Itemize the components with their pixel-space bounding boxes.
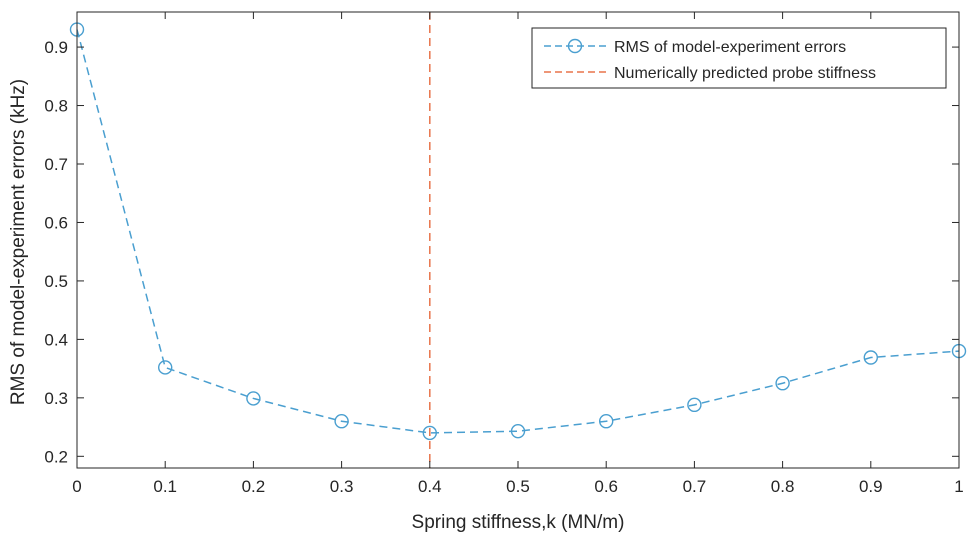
- data-point: [422, 425, 437, 441]
- x-tick-label: 0.1: [153, 477, 177, 496]
- data-point: [157, 360, 173, 375]
- x-tick-label: 1: [954, 477, 963, 496]
- y-tick-label: 0.5: [44, 272, 68, 291]
- x-tick-label: 0.7: [683, 477, 707, 496]
- x-tick-label: 0: [72, 477, 81, 496]
- x-tick-label: 0.3: [330, 477, 354, 496]
- data-point: [510, 423, 526, 439]
- legend-series-marker-sample: [567, 38, 583, 54]
- x-axis-title: Spring stiffness,k (MN/m): [412, 512, 625, 533]
- legend-series-label: RMS of model-experiment errors: [614, 39, 846, 56]
- x-tick-label: 0.5: [506, 477, 530, 496]
- legend: RMS of model-experiment errors Numerical…: [531, 27, 947, 89]
- plot-content: [69, 12, 967, 468]
- y-tick-label: 0.9: [44, 38, 68, 57]
- y-tick-label: 0.6: [44, 213, 68, 232]
- tick-labels: 0 0.1 0.2 0.3 0.4 0.5 0.6 0.7 0.8 0.9 1 0.2 0.3 0.4 0.…: [44, 38, 963, 496]
- y-axis-title: RMS of model-experiment errors (kHz): [8, 79, 29, 405]
- data-point: [863, 350, 878, 365]
- axes: [76, 11, 960, 469]
- y-tick-label: 0.3: [44, 389, 68, 408]
- x-tick-label: 0.2: [242, 477, 266, 496]
- x-tick-label: 0.8: [771, 477, 795, 496]
- legend-box: [531, 27, 947, 89]
- data-point: [246, 391, 261, 406]
- y-tick-label: 0.2: [44, 447, 68, 466]
- y-tick-label: 0.7: [44, 155, 68, 174]
- data-point: [775, 376, 790, 391]
- x-tick-label: 0.4: [418, 477, 442, 496]
- x-tick-label: 0.6: [594, 477, 618, 496]
- y-tick-label: 0.4: [44, 330, 68, 349]
- data-point: [687, 397, 702, 413]
- x-tick-label: 0.9: [859, 477, 883, 496]
- y-tick-label: 0.8: [44, 97, 68, 116]
- data-point: [599, 414, 614, 429]
- legend-reference-label: Numerically predicted probe stiffness: [614, 65, 876, 82]
- data-point: [334, 414, 349, 429]
- series-line: [76, 29, 960, 434]
